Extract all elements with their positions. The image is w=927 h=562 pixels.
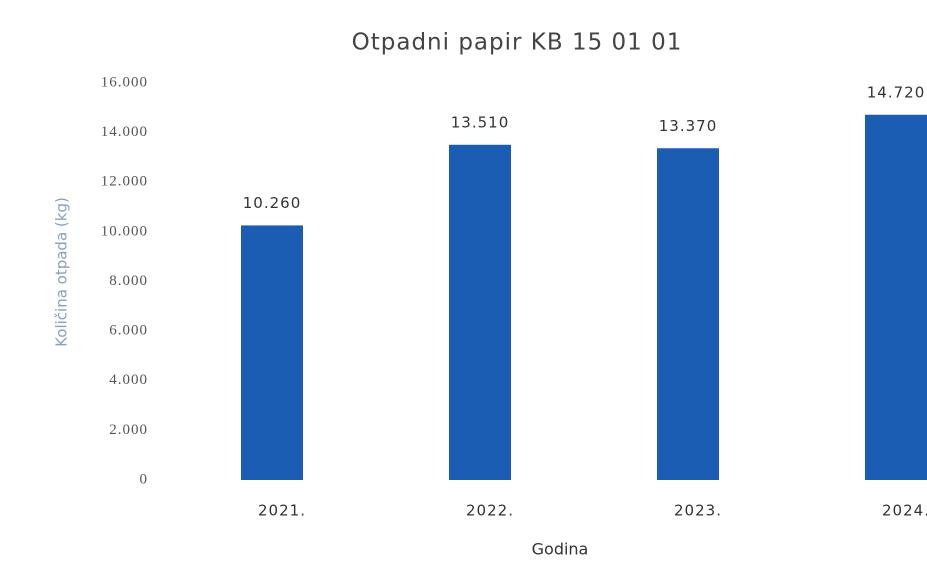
y-tick-label: 8.000	[109, 273, 148, 289]
value-label: 13.370	[659, 117, 718, 135]
bar	[657, 148, 719, 480]
value-label: 10.260	[243, 194, 302, 212]
bar	[449, 144, 511, 480]
bar	[865, 114, 927, 480]
x-tick-label: 2023.	[674, 502, 722, 520]
x-tick-label: 2021.	[258, 502, 306, 520]
value-label: 14.720	[867, 83, 926, 101]
x-axis-label: Godina	[532, 540, 589, 559]
value-label: 13.510	[451, 113, 510, 131]
y-axis-label: Količina otpada (kg)	[53, 197, 71, 347]
x-tick-label: 2024.	[882, 502, 927, 520]
y-tick-label: 12.000	[101, 174, 148, 190]
x-tick-label: 2022.	[466, 502, 514, 520]
y-tick-label: 2.000	[109, 422, 148, 438]
y-tick-label: 14.000	[101, 124, 148, 140]
y-tick-label: 4.000	[109, 372, 148, 388]
chart-title: Otpadni papir KB 15 01 01	[352, 30, 683, 56]
y-tick-label: 0	[140, 471, 149, 487]
y-tick-label: 16.000	[101, 74, 148, 90]
bar	[241, 225, 303, 480]
y-tick-label: 6.000	[109, 323, 148, 339]
y-tick-label: 10.000	[101, 223, 148, 239]
